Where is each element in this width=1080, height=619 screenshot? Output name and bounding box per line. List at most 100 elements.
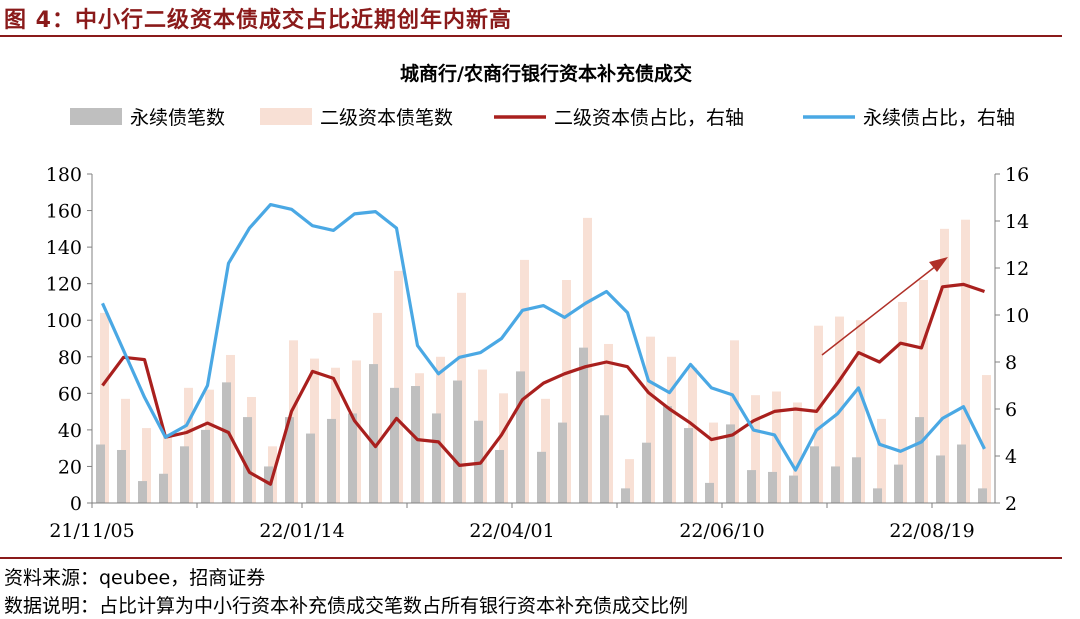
bar-perpetual [96,444,105,503]
legend: 永续债笔数 二级资本债笔数 二级资本债占比，右轴 永续债占比，右轴 [70,107,1015,129]
bar-perpetual [789,475,798,503]
bar-perpetual [600,415,609,503]
y-right-tick-label: 14 [1005,211,1029,233]
bar-perpetual [621,488,630,503]
bar-tier2 [961,219,970,503]
bar-tier2 [100,312,109,503]
bar-perpetual [285,417,294,503]
line-tier2-share [101,282,986,486]
bar-perpetual [516,371,525,503]
y-right-tick-label: 16 [1005,164,1029,186]
y-left-tick-label: 60 [58,383,82,405]
y-right-tick-label: 12 [1005,258,1029,280]
bar-tier2 [394,270,403,503]
y-left-tick-label: 40 [58,420,82,442]
bar-perpetual [642,442,651,503]
bar-perpetual [411,386,420,503]
bar-perpetual [957,444,966,503]
bar-perpetual [810,446,819,503]
y-left-tick-label: 80 [58,347,82,369]
bar-tier2 [310,358,319,503]
bar-perpetual [369,364,378,503]
bar-perpetual [684,428,693,503]
bar-perpetual [831,466,840,503]
bar-tier2 [940,228,949,504]
bar-perpetual [117,449,126,503]
bar-tier2 [793,402,802,503]
bar-tier2 [646,336,655,503]
bar-perpetual [306,433,315,503]
bar-tier2 [772,391,781,503]
bar-perpetual [558,422,567,503]
bar-tier2 [625,459,634,503]
bar-perpetual [936,455,945,503]
bar-perpetual [915,417,924,503]
footer-rule [0,557,1062,559]
y-right-tick-label: 8 [1005,352,1017,374]
legend-swatch-perpetual-bar [70,108,122,125]
y-right-tick-label: 6 [1005,399,1017,421]
x-tick-label: 22/08/19 [889,520,974,542]
bar-perpetual [579,347,588,503]
y-right-tick-label: 2 [1005,493,1017,515]
y-right-tick-label: 4 [1005,446,1017,468]
bar-perpetual [663,406,672,503]
legend-label-tier2-line: 二级资本债占比，右轴 [554,107,744,129]
bar-perpetual [537,451,546,503]
legend-label-perpetual-bar: 永续债笔数 [130,107,225,129]
bar-tier2 [877,418,886,503]
bar-perpetual [705,482,714,503]
y-left-tick-label: 20 [58,456,82,478]
bar-perpetual [348,413,357,503]
bar-perpetual [747,470,756,503]
legend-swatch-tier2-bar [260,108,312,125]
bar-tier2 [184,387,193,503]
bar-tier2 [856,320,865,503]
y-left-tick-label: 180 [46,164,82,186]
x-tick-label: 22/01/14 [259,520,344,542]
bar-tier2 [982,375,991,503]
x-tick-label: 22/06/10 [679,520,764,542]
bar-perpetual [138,481,147,503]
title-rule [0,35,1062,37]
y-left-tick-label: 100 [46,310,82,332]
data-note: 数据说明：占比计算为中小行资本补充债成交笔数占所有银行资本补充债成交比例 [4,595,689,617]
y-right-tick-label: 10 [1005,305,1029,327]
bar-perpetual [180,446,189,503]
bar-tier2 [562,280,571,503]
bar-tier2 [919,280,928,503]
bar-perpetual [201,429,210,503]
bar-perpetual [222,382,231,503]
bar-perpetual [894,464,903,503]
x-tick-label: 22/04/01 [469,520,554,542]
legend-label-perpetual-line: 永续债占比，右轴 [863,107,1015,129]
bar-perpetual [726,424,735,503]
bar-perpetual [978,488,987,503]
source-note: 资料来源：qeubee，招商证券 [4,567,266,589]
bar-tier2 [730,340,739,503]
bar-tier2 [814,325,823,503]
bar-perpetual [495,449,504,503]
bar-tier2 [751,395,760,503]
trend-arrow-head [929,257,948,272]
bar-perpetual [159,473,168,503]
trend-arrow-shaft [821,265,937,356]
y-left-tick-label: 0 [70,493,82,515]
y-left-tick-label: 120 [46,274,82,296]
bar-perpetual [390,387,399,503]
bar-tier2 [163,435,172,503]
trend-arrow [821,257,948,356]
line-perpetual-share [101,203,986,472]
chart-title: 城商行/农商行银行资本补充债成交 [400,62,692,85]
bar-tier2 [541,398,550,503]
bar-tier2 [499,393,508,503]
bar-perpetual [432,413,441,503]
figure-title: 图 4：中小行二级资本债成交占比近期创年内新高 [4,8,512,33]
bar-perpetual [327,418,336,503]
bar-tier2 [898,301,907,503]
lines-layer [101,203,986,486]
bar-perpetual [873,488,882,503]
axes-layer: 0 20 40 60 80 100 120 140 160 180 2 4 6 8 10 12 14 16 21/1… [46,164,1029,542]
bar-perpetual [453,380,462,503]
